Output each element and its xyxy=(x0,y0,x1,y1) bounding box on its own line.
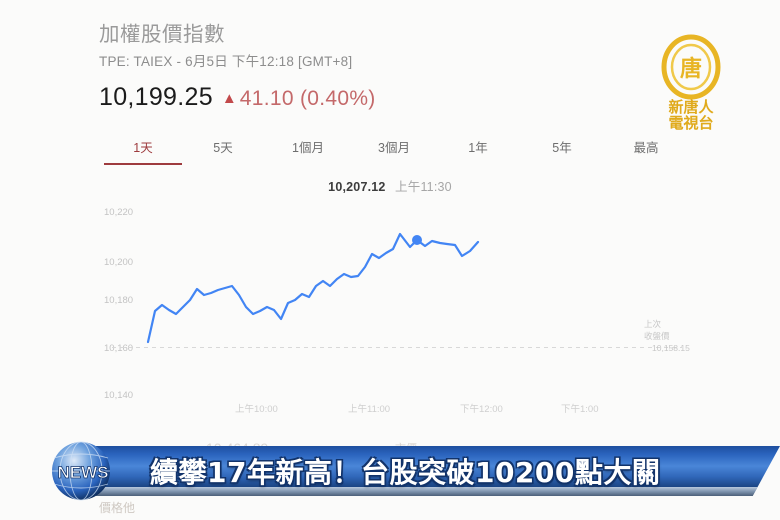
tab-5-years[interactable]: 5年 xyxy=(552,141,572,155)
y-axis-labels: 10,220 10,200 10,180 10,160 10,140 xyxy=(104,207,133,401)
tab-5-days[interactable]: 5天 xyxy=(213,141,233,155)
y-tick-10140: 10,140 xyxy=(104,390,133,401)
tab-1-day[interactable]: 1天 xyxy=(104,137,182,165)
price-chart[interactable]: 10,220 10,200 10,180 10,160 10,140 上次 收盤… xyxy=(0,196,780,436)
prev-close-line1: 上次 xyxy=(644,319,662,329)
tab-3-months[interactable]: 3個月 xyxy=(378,141,410,155)
ghost-text-2: 市價 xyxy=(395,443,417,455)
chart-marker-dot[interactable] xyxy=(412,235,422,245)
tab-1-month[interactable]: 1個月 xyxy=(292,141,324,155)
ntd-logo-watermark: 唐 新唐人 電視台 xyxy=(648,34,734,134)
logo-character: 唐 xyxy=(680,56,702,82)
trend-up-icon: ▲ xyxy=(221,90,237,107)
news-lower-third: NEWS 續攀17年新高！台股突破10200點大關 xyxy=(0,440,780,502)
y-tick-10220: 10,220 xyxy=(104,207,133,218)
prev-close-line2: 收盤價 xyxy=(644,331,670,341)
y-tick-10180: 10,180 xyxy=(104,295,133,306)
news-logo-text: NEWS xyxy=(58,463,109,482)
tooltip-time: 上午11:30 xyxy=(395,180,452,194)
tab-max[interactable]: 最高 xyxy=(633,141,659,155)
ntd-logo-icon: 唐 新唐人 電視台 xyxy=(661,34,721,132)
logo-line-2: 電視台 xyxy=(668,114,713,132)
tooltip-value: 10,207.12 xyxy=(328,180,386,194)
x-tick-11am: 上午11:00 xyxy=(348,403,390,415)
news-globe-icon: NEWS xyxy=(52,441,110,501)
news-banner-bar xyxy=(96,446,780,496)
page-title: 加權股價指數 xyxy=(99,23,225,46)
x-tick-1pm: 下午1:00 xyxy=(561,403,599,415)
news-logo: NEWS xyxy=(36,440,132,502)
quote-price-row: 10,199.25 ▲ 41.10 (0.40%) xyxy=(99,83,376,112)
price-line xyxy=(146,232,480,344)
range-tabs[interactable]: 1天 5天 1個月 3個月 1年 5年 最高 xyxy=(104,137,694,165)
y-tick-10160: 10,160 xyxy=(104,343,133,354)
quote-header: 加權股價指數 TPE: TAIEX - 6月5日 下午12:18 [GMT+8]… xyxy=(99,22,376,112)
x-tick-10am: 上午10:00 xyxy=(235,403,278,415)
previous-close-label: 上次 收盤價 10,158.15 xyxy=(644,319,690,353)
ghost-text-3: 價格他 xyxy=(99,501,136,515)
y-tick-10200: 10,200 xyxy=(104,257,133,268)
x-tick-12pm: 下午12:00 xyxy=(460,403,503,415)
ghost-text-1: 10,464.89 xyxy=(206,440,269,456)
price-change: 41.10 (0.40%) xyxy=(239,87,376,110)
tab-1-year[interactable]: 1年 xyxy=(468,141,488,155)
quote-subtitle: TPE: TAIEX - 6月5日 下午12:18 [GMT+8] xyxy=(99,54,353,69)
x-axis-labels: 上午10:00 上午11:00 下午12:00 下午1:00 xyxy=(235,403,599,415)
price-chart-svg[interactable]: 10,220 10,200 10,180 10,160 10,140 上次 收盤… xyxy=(0,196,780,436)
news-headline: 續攀17年新高！台股突破10200點大關 xyxy=(150,456,661,489)
logo-line-1: 新唐人 xyxy=(668,98,714,116)
current-price: 10,199.25 xyxy=(99,83,213,111)
prev-close-value: 10,158.15 xyxy=(652,343,690,353)
chart-tooltip: 10,207.12 上午11:30 xyxy=(0,176,780,196)
